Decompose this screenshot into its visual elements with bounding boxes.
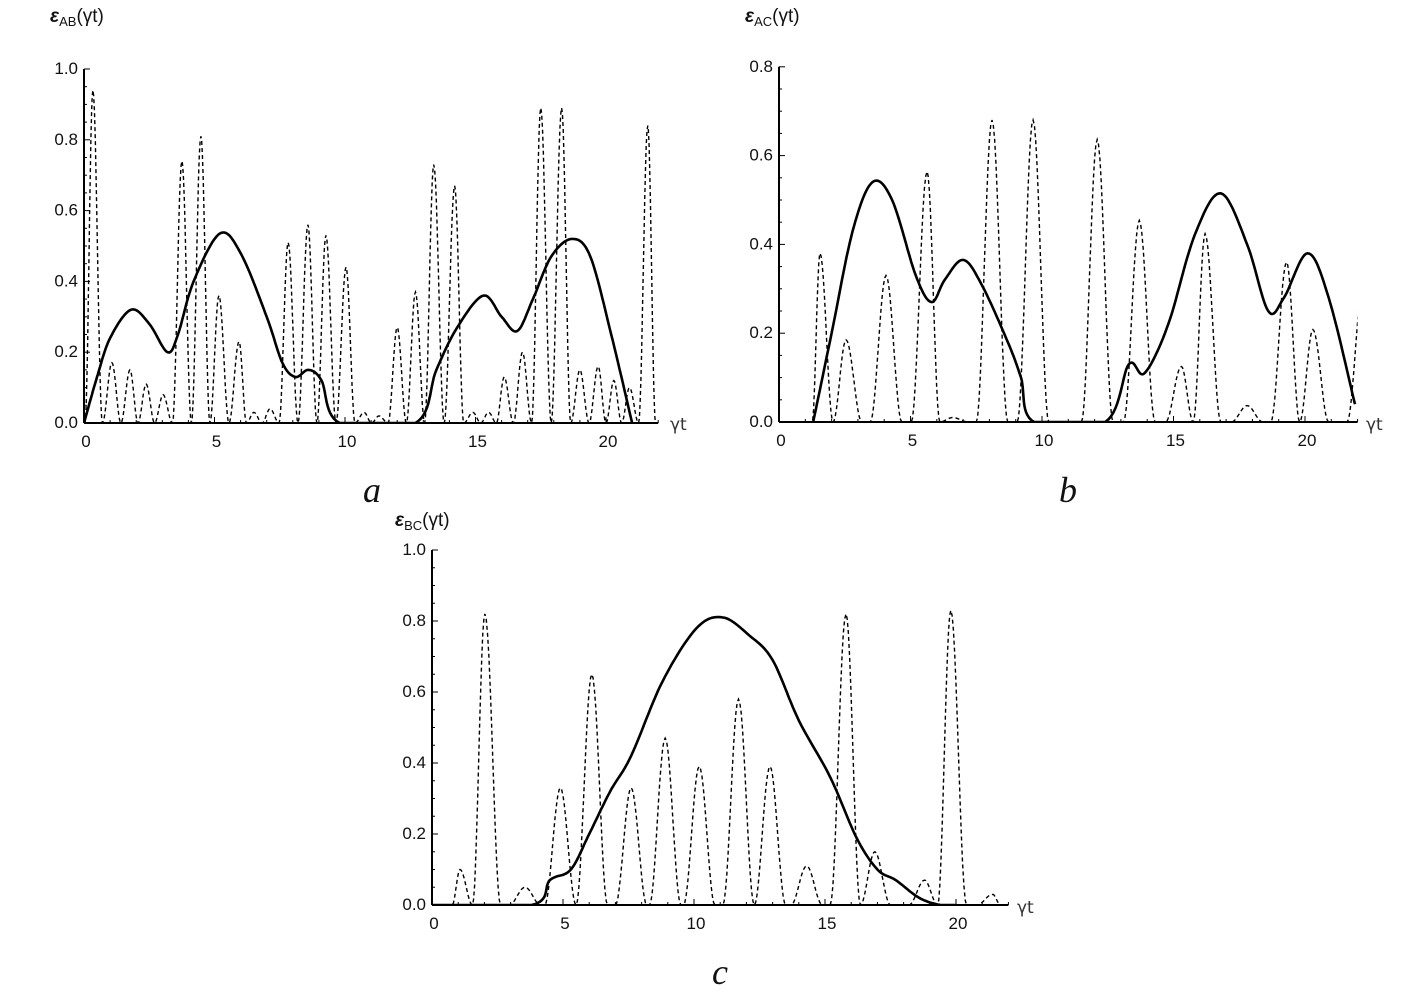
y-tick-label: 1.0 [402,540,426,559]
y-tick-label: 0.6 [54,201,78,220]
y-tick-label: 0.0 [54,413,78,432]
x-tick-label: 0 [776,431,785,450]
y-tick-label: 0.2 [749,323,773,342]
y-tick-label: 0.2 [54,342,78,361]
dashed-series-line [779,117,1358,423]
solid-series-line [432,615,956,905]
y-tick-label: 0.6 [749,146,773,165]
y-tick-label: 0.0 [402,895,426,914]
x-tick-label: 20 [949,914,968,933]
y-tick-label: 0.6 [402,682,426,701]
y-axis-title: εAC(γt) [745,6,800,29]
x-tick-label: 0 [429,914,438,933]
y-tick-label: 1.0 [54,59,78,78]
y-tick-label: 0.2 [402,824,426,843]
x-axis-title: γt [1366,415,1383,435]
x-axis-title: γt [1017,898,1034,918]
x-tick-label: 15 [818,914,837,933]
dashed-series-line [84,90,657,423]
y-tick-label: 0.4 [54,271,78,290]
x-tick-label: 10 [338,432,357,451]
y-tick-label: 0.4 [402,753,426,772]
x-tick-label: 15 [1166,431,1185,450]
panel-label: c [712,952,728,992]
chart-b: 0 5 10 15 20 0.0 0.2 0.4 0.6 0.8 εAC(γt) γt b [745,6,1383,510]
x-tick-label: 20 [599,432,618,451]
x-tick-label: 5 [212,432,221,451]
solid-series-line [811,179,1357,423]
x-tick-label: 5 [908,431,917,450]
panel-label: b [1059,470,1077,510]
solid-series-line [84,231,634,423]
y-tick-label: 0.8 [54,130,78,149]
panel-label: a [363,470,381,510]
x-tick-label: 10 [687,914,706,933]
x-tick-label: 20 [1298,431,1317,450]
y-tick-label: 0.4 [749,234,773,253]
y-tick-label: 0.0 [749,412,773,431]
y-axis-title: εBC(γt) [395,510,450,533]
dashed-series-line [432,610,1001,905]
x-tick-label: 0 [81,432,90,451]
y-tick-label: 0.8 [402,611,426,630]
x-tick-label: 10 [1035,431,1054,450]
x-tick-label: 5 [560,914,569,933]
y-axis-title: εAB(γt) [50,6,104,29]
x-tick-label: 15 [468,432,487,451]
chart-a: 0 5 10 15 20 0.0 0.2 0.4 0.6 0.8 1.0 εAB(γt) γt a [50,6,687,510]
y-tick-label: 0.8 [749,57,773,76]
chart-c: 0 5 10 15 20 0.0 0.2 0.4 0.6 0.8 1.0 εBC(γt) γt c [395,510,1034,992]
x-axis-title: γt [670,415,687,435]
